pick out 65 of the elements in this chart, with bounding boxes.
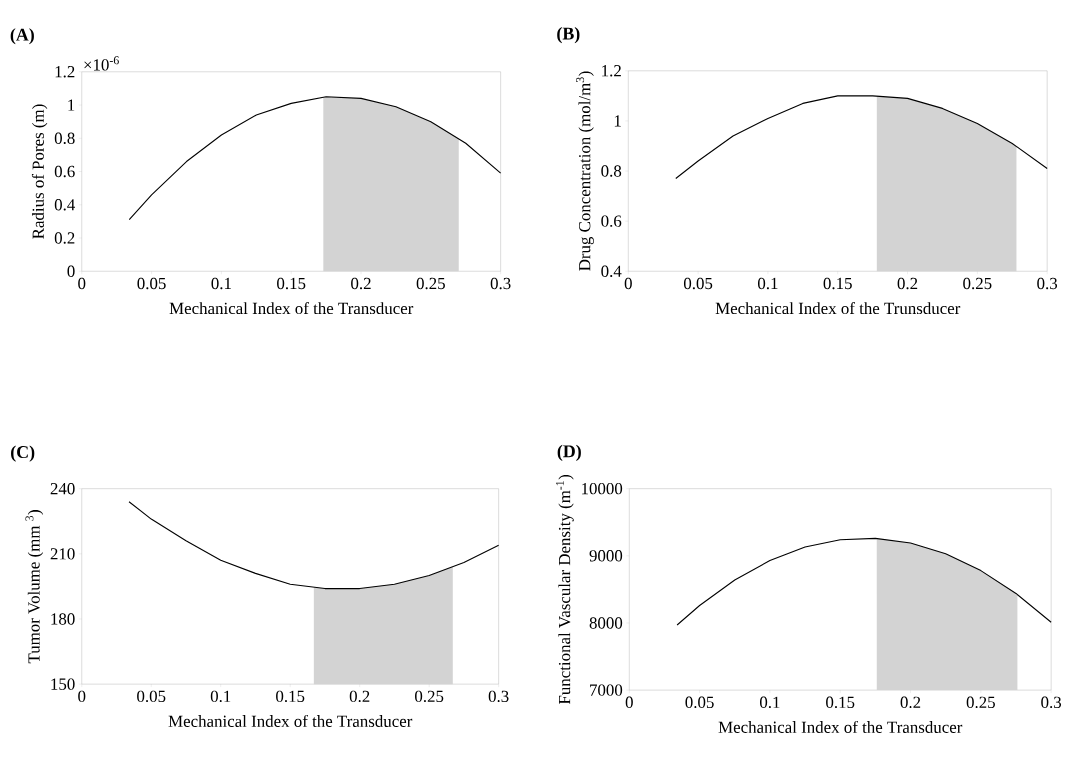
x-tick-label: 0.15 [276,690,305,703]
line-series [128,501,500,590]
y-axis-title: Tumor Volume (mm $^{3}$) [25,510,44,664]
x-tick-label: 0.2 [900,696,921,709]
x-tick-label: 0 [78,277,86,290]
x-tick-label: 0.3 [1037,277,1058,290]
y-tick-label: 10000 [582,483,623,495]
y-tick-label: 0.4 [54,199,76,211]
y-tick-label: 1.2 [55,66,75,78]
text: ×10$^{-6}$ [84,56,119,71]
x-tick-label: 0.15 [277,277,306,290]
y-axis-title: Radius of Pores (m) [31,104,48,239]
x-axis-title: Mechanical Index of the Transducer [718,720,963,733]
y-tick-label: 0.8 [601,165,622,177]
x-tick-label: 0.2 [351,277,371,290]
chart-title: (C) [11,445,35,462]
x-tick-label: 0.25 [415,690,444,703]
y-tick-label: 0.8 [54,132,75,145]
x-tick-label: 0.3 [488,690,509,703]
y-tick-label: 0.6 [601,215,622,227]
x-tick-label: 0.05 [137,690,166,703]
x-tick-label: 0.2 [897,277,918,290]
x-axis-title: Mechanical Index of the Trunsducer [715,302,961,315]
y-tick-label: 0.6 [54,165,75,178]
y-tick-label: 1 [68,99,75,111]
y-tick-label: 0.2 [54,232,75,244]
x-tick-label: 0 [625,696,633,709]
chart-title: (A) [10,28,34,45]
y-tick-label: 0.4 [601,265,622,278]
y-tick-label: 0 [67,265,75,277]
y-tick-label: 9000 [589,550,623,562]
x-tick-label: 0.05 [137,277,166,290]
x-tick-label: 0.15 [823,277,852,290]
y-tick-label: 240 [50,483,75,495]
x-axis-title: Mechanical Index of the Transducer [168,714,413,728]
chart-title: (B) [557,27,580,44]
y-axis-title: Drug Concentration (mol/m$^{3}$) [576,71,594,271]
y-tick-label: 150 [51,678,75,690]
x-tick-label: 0.3 [1041,696,1062,709]
x-tick-label: 0.1 [210,690,231,703]
line-series [128,96,502,221]
x-tick-label: 0.2 [349,690,370,703]
x-tick-label: 0.25 [416,277,445,290]
x-tick-label: 0.05 [685,696,714,709]
y-tick-label: 1 [614,115,621,127]
x-tick-label: 0.25 [966,696,995,709]
x-tick-label: 0.25 [963,277,992,290]
x-tick-label: 0.1 [211,277,231,290]
x-axis-title: Mechanical Index of the Transducer [169,302,414,315]
x-tick-label: 0.15 [826,696,855,709]
y-axis-title: Functional Vascular Density (m$^{-1}$) [556,475,574,705]
y-tick-label: 180 [51,613,75,625]
line-series [676,537,1052,626]
chart-title: (D) [557,444,581,462]
x-tick-label: 0.1 [758,277,778,290]
x-tick-label: 0.05 [683,277,713,290]
y-tick-label: 7000 [590,684,623,696]
line-series [675,95,1048,180]
y-tick-label: 8000 [589,617,623,629]
x-tick-label: 0 [624,277,632,290]
x-tick-label: 0.3 [490,277,511,290]
y-tick-label: 1.2 [602,65,621,77]
x-tick-label: 0.1 [759,696,780,709]
x-tick-label: 0 [78,690,86,703]
y-tick-label: 210 [50,548,75,560]
